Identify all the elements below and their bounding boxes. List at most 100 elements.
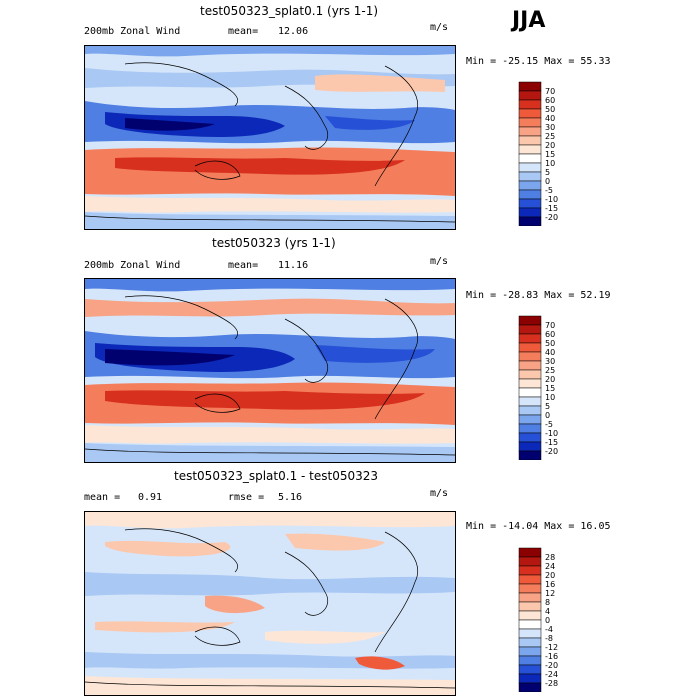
panel-3-polar-band [85, 676, 455, 695]
panel-3-australia-outline [194, 626, 241, 646]
colorbar-swatch [518, 547, 542, 558]
panel-1-mean-value: 12.06 [278, 26, 309, 37]
colorbar-level-label: 15 [545, 384, 555, 393]
panel-2-southern-transition [85, 425, 455, 444]
panel-3-anomaly-2 [285, 533, 385, 551]
colorbar-swatch [518, 637, 542, 648]
colorbar-swatch [518, 144, 542, 155]
panel-3-anomaly-1 [105, 540, 231, 557]
panel-3-map [84, 511, 456, 696]
panel-2-mean-value: 11.16 [278, 260, 309, 271]
colorbar-level-label: 28 [545, 553, 555, 562]
colorbar-level-label: -10 [545, 429, 558, 438]
panel-3-mean-value: 0.91 [138, 492, 163, 503]
colorbar-swatch [518, 682, 542, 692]
colorbar-level-label: 30 [545, 357, 555, 366]
colorbar-level-label: -28 [545, 679, 558, 688]
panel-2-antarctica-outline [85, 448, 455, 456]
colorbar-level-label: 40 [545, 114, 555, 123]
panel-1-southern-transition [85, 196, 455, 213]
colorbar-swatch [518, 574, 542, 585]
colorbar-level-label: 10 [545, 393, 555, 402]
colorbar-swatch [518, 333, 542, 344]
panel-2-atlantic-easterly [315, 345, 435, 363]
panel-1-atlantic-easterly [325, 116, 415, 130]
panel-3-anomaly-3 [205, 595, 265, 614]
colorbar-swatch [518, 99, 542, 110]
panel-1-polar-band [85, 212, 455, 229]
colorbar-swatch [518, 315, 542, 326]
colorbar-level-label: 70 [545, 87, 555, 96]
panel-1-title: test050323_splat0.1 (yrs 1-1) [200, 4, 379, 18]
panel-1-easterly-max [125, 118, 215, 131]
panel-3-minmax: Min = -14.04 Max = 16.05 [466, 521, 611, 532]
colorbar-level-label: 12 [545, 589, 555, 598]
colorbar-level-label: 5 [545, 168, 550, 177]
colorbar-level-label: 20 [545, 571, 555, 580]
panel-2-polar-band [85, 443, 455, 462]
colorbar-level-label: -5 [545, 420, 553, 429]
colorbar-level-label: -10 [545, 195, 558, 204]
colorbar-level-label: 60 [545, 96, 555, 105]
colorbar-swatch [518, 601, 542, 612]
colorbar-swatch [518, 664, 542, 675]
panel-2-minmax: Min = -28.83 Max = 52.19 [466, 290, 611, 301]
panel-2-southern-jet-core [105, 390, 425, 410]
colorbar-swatch [518, 198, 542, 209]
panel-1-antarctica-outline [85, 215, 455, 223]
colorbar-level-label: 70 [545, 321, 555, 330]
panel-2-field-label: 200mb Zonal Wind [84, 260, 181, 271]
colorbar-swatch [518, 171, 542, 182]
colorbar-swatch [518, 108, 542, 119]
colorbar-level-label: 20 [545, 375, 555, 384]
colorbar-swatch [518, 414, 542, 425]
colorbar-level-label: -20 [545, 447, 558, 456]
season-label: JJA [512, 8, 546, 33]
panel-1-australia-outline [194, 160, 241, 180]
panel-2-midlat-band [85, 298, 455, 317]
colorbar-level-label: 0 [545, 177, 550, 186]
colorbar-level-label: -15 [545, 204, 558, 213]
colorbar-swatch [518, 396, 542, 407]
panel-3-anomaly-5 [265, 630, 385, 644]
colorbar-level-label: 16 [545, 580, 555, 589]
colorbar-swatch [518, 369, 542, 380]
colorbar-level-label: 8 [545, 598, 550, 607]
colorbar-swatch [518, 646, 542, 657]
colorbar-swatch [518, 81, 542, 92]
panel-3-equatorial-band [85, 572, 455, 596]
colorbar-swatch [518, 117, 542, 128]
panel-2-coastlines [124, 295, 418, 420]
panel-1-minmax: Min = -25.15 Max = 55.33 [466, 56, 611, 67]
colorbar-swatch [518, 610, 542, 621]
colorbar-swatch [518, 216, 542, 226]
colorbar-level-label: -12 [545, 643, 558, 652]
colorbar-swatch [518, 360, 542, 371]
colorbar-swatch [518, 619, 542, 630]
colorbar-swatch [518, 556, 542, 567]
colorbar-swatch [518, 423, 542, 434]
colorbar-level-label: -24 [545, 670, 558, 679]
panel-1-north-band [85, 46, 455, 57]
colorbar-level-label: 4 [545, 607, 550, 616]
colorbar-swatch [518, 592, 542, 603]
colorbar-swatch [518, 153, 542, 164]
colorbar-swatch [518, 441, 542, 452]
panel-3-mean-label: mean = [84, 492, 121, 503]
colorbar-level-label: -8 [545, 634, 553, 643]
colorbar-level-label: 50 [545, 339, 555, 348]
colorbar-swatch [518, 655, 542, 666]
colorbar-level-label: -4 [545, 625, 553, 634]
colorbar-level-label: 20 [545, 141, 555, 150]
panel-1-jet-north [315, 74, 445, 92]
colorbar-level-label: 24 [545, 562, 555, 571]
colorbar-swatch [518, 207, 542, 218]
colorbar-swatch [518, 351, 542, 362]
colorbar-swatch [518, 324, 542, 335]
colorbar-level-label: 25 [545, 366, 555, 375]
panel-1-field-label: 200mb Zonal Wind [84, 26, 181, 37]
colorbar-swatch [518, 189, 542, 200]
colorbar-swatch [518, 387, 542, 398]
panel-3-north-band [85, 512, 455, 529]
